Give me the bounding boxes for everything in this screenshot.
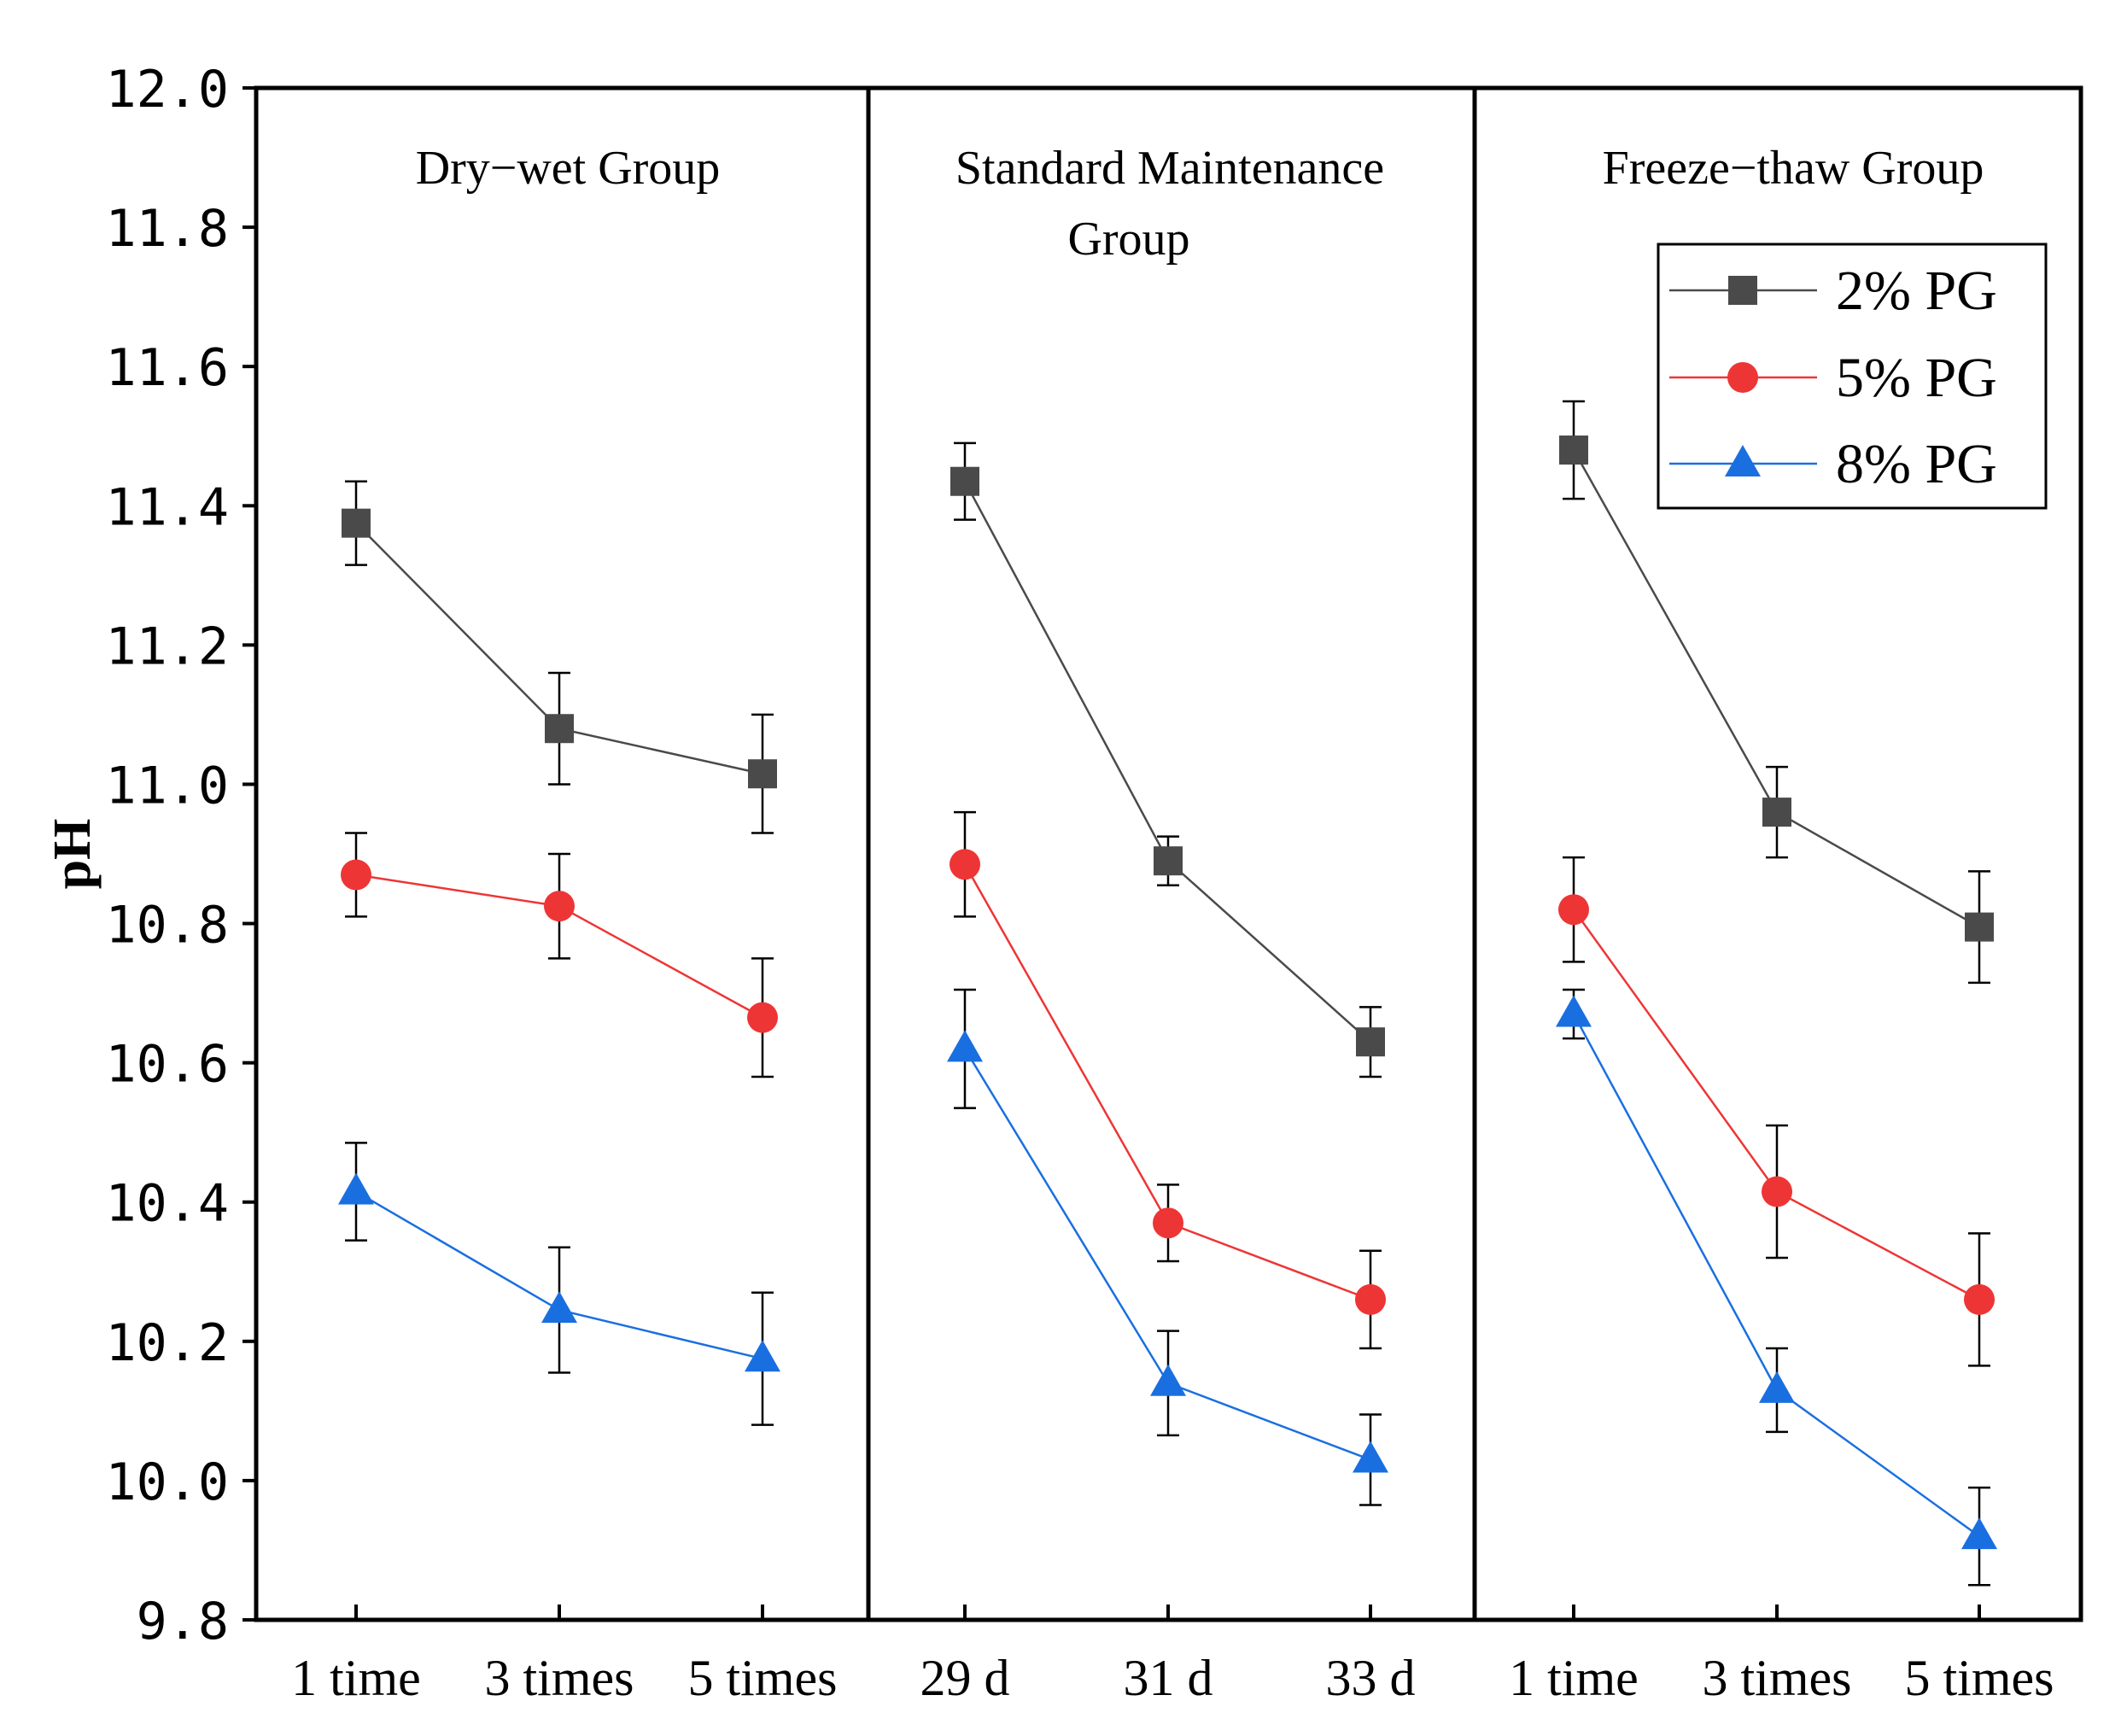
data-point <box>950 849 980 880</box>
data-point <box>342 508 371 538</box>
legend-label: 2% PG <box>1836 260 1997 322</box>
x-tick-label: 3 times <box>485 1650 634 1706</box>
panel-title: Standard Maintenance <box>955 142 1384 195</box>
legend-marker <box>1725 445 1761 476</box>
legend-marker <box>1728 276 1757 305</box>
y-tick-label: 11.0 <box>106 756 230 815</box>
y-tick-label: 10.0 <box>106 1453 230 1512</box>
y-tick-label: 10.2 <box>106 1313 230 1373</box>
y-tick-label: 11.4 <box>106 477 230 537</box>
legend-label: 5% PG <box>1836 347 1997 409</box>
y-tick-label: 10.4 <box>106 1174 230 1234</box>
y-tick-label: 10.6 <box>106 1035 230 1095</box>
data-point <box>950 466 979 496</box>
data-point <box>1355 1283 1386 1315</box>
x-tick-label: 5 times <box>1905 1650 2054 1706</box>
data-point <box>1961 1517 1997 1550</box>
data-point <box>1153 1207 1183 1239</box>
series-line <box>1572 1013 1980 1538</box>
legend-marker <box>1727 362 1758 393</box>
data-point <box>1964 1283 1995 1315</box>
panel-title: Freeze−thaw Group <box>1603 142 1984 195</box>
data-point <box>1556 995 1592 1027</box>
data-point <box>541 1291 577 1324</box>
y-tick-label: 11.6 <box>106 338 230 398</box>
data-point <box>1356 1027 1385 1057</box>
data-point <box>1762 1176 1792 1207</box>
y-tick-label: 11.2 <box>106 617 230 676</box>
y-tick-label: 10.8 <box>106 896 230 956</box>
data-point <box>1559 435 1588 465</box>
x-tick-label: 1 time <box>1509 1650 1639 1706</box>
x-tick-label: 33 d <box>1326 1650 1416 1706</box>
data-point <box>1762 798 1791 827</box>
data-point <box>545 714 574 744</box>
data-point <box>544 891 575 922</box>
legend-label: 8% PG <box>1836 433 1997 495</box>
data-point <box>747 1002 778 1033</box>
data-point <box>1150 1364 1186 1396</box>
y-tick-label: 11.8 <box>106 199 230 259</box>
x-tick-label: 5 times <box>688 1650 838 1706</box>
panel-title: Group <box>1067 213 1189 266</box>
y-tick-label: 12.0 <box>106 60 230 120</box>
x-tick-label: 1 time <box>291 1650 421 1706</box>
panel-title: Dry−wet Group <box>416 142 721 195</box>
data-point <box>338 1172 374 1205</box>
data-point <box>1558 894 1589 926</box>
data-point <box>1965 912 1994 942</box>
data-point <box>947 1030 983 1062</box>
x-tick-label: 3 times <box>1703 1650 1852 1706</box>
data-point <box>341 859 371 891</box>
y-axis-label: pH <box>44 819 102 890</box>
x-tick-label: 31 d <box>1124 1650 1213 1706</box>
data-point <box>748 759 777 789</box>
data-point <box>1759 1371 1795 1403</box>
series-line <box>963 481 1371 1043</box>
data-point <box>1353 1441 1388 1473</box>
y-tick-label: 9.8 <box>137 1592 229 1651</box>
data-point <box>1154 846 1183 876</box>
data-point <box>745 1340 780 1372</box>
x-tick-label: 29 d <box>920 1650 1010 1706</box>
